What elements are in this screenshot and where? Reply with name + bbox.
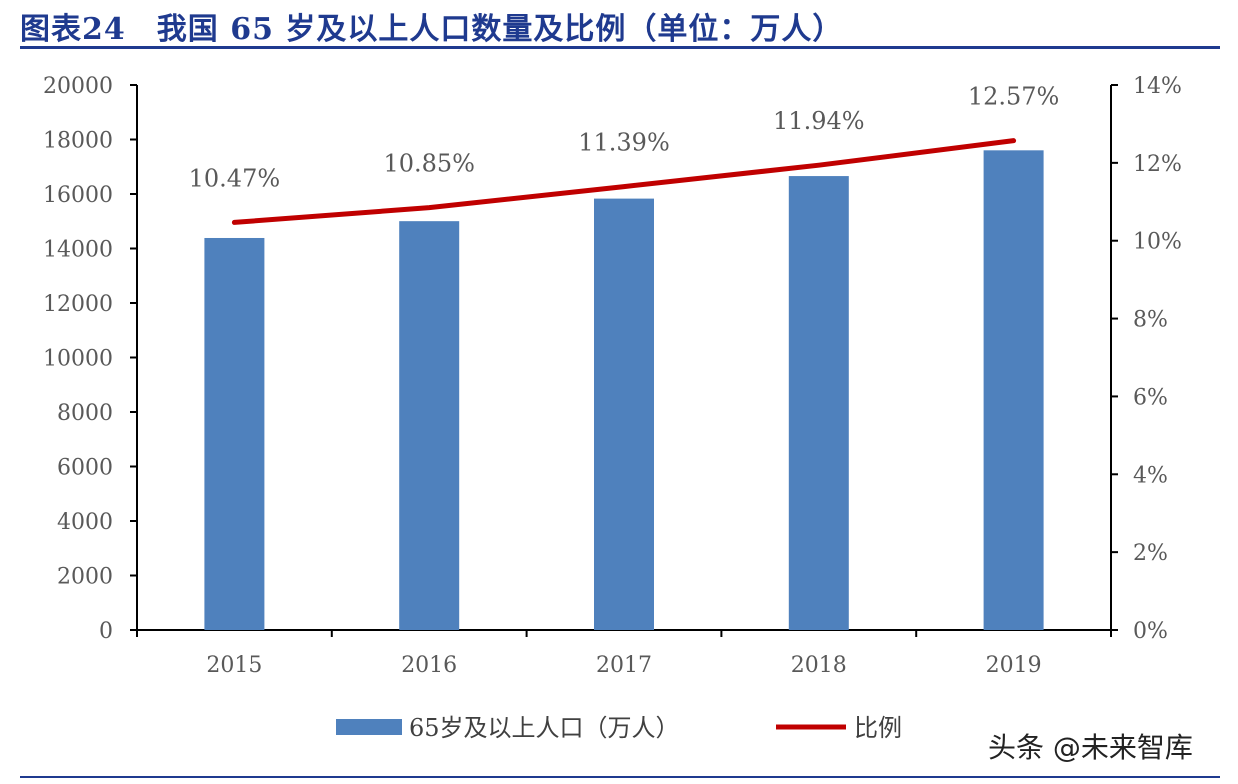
data-label-2018: 11.94% — [773, 107, 865, 135]
y-right-tick-label: 14% — [1133, 74, 1182, 99]
y-left-tick-label: 14000 — [43, 238, 113, 263]
y-right-tick-label: 2% — [1133, 541, 1168, 566]
bottom-divider — [20, 776, 1220, 778]
legend-label-bar: 65岁及以上人口（万人） — [409, 714, 680, 742]
x-tick-label: 2016 — [401, 653, 457, 678]
data-label-2015: 10.47% — [189, 164, 281, 192]
data-labels: 10.47% 10.85% 11.39% 11.94% 12.57% — [189, 83, 1060, 193]
x-tick-label: 2018 — [791, 653, 847, 678]
data-label-2016: 10.85% — [383, 150, 475, 178]
data-label-2019: 12.57% — [968, 83, 1060, 111]
bars — [204, 150, 1044, 631]
y-left-tick-label: 16000 — [43, 183, 113, 208]
legend-swatch-bar — [336, 719, 402, 735]
x-tick-label: 2017 — [596, 653, 652, 678]
y-left-tick-label: 8000 — [57, 401, 113, 426]
data-label-2017: 11.39% — [578, 129, 670, 157]
bar-2016 — [399, 221, 460, 630]
y-left-tick-label: 2000 — [57, 565, 113, 590]
y-right-tick-label: 4% — [1133, 463, 1168, 488]
bar-2017 — [594, 198, 654, 630]
axes: 0 2000 4000 6000 8000 10000 12000 14000 16000 180… — [43, 74, 1182, 678]
ratio-line-path — [231, 138, 1017, 225]
y-right-tick-label: 12% — [1133, 152, 1182, 177]
title-bar: 图表24 我国 65 岁及以上人口数量及比例（单位：万人） — [0, 0, 1238, 49]
x-tick-label: 2019 — [986, 653, 1042, 678]
y-right-tick-label: 6% — [1133, 385, 1168, 410]
y-left-tick-label: 6000 — [57, 456, 113, 481]
y-left-tick-label: 10000 — [43, 347, 113, 372]
watermark: 头条 @未来智库 — [988, 731, 1193, 764]
bar-2019 — [983, 150, 1044, 631]
y-right-tick-label: 0% — [1133, 619, 1168, 644]
y-left-tick-label: 12000 — [43, 292, 113, 317]
y-right-tick-label: 10% — [1133, 230, 1182, 255]
bar-2015 — [204, 237, 265, 630]
y-left-tick-label: 0 — [99, 619, 113, 644]
y-left-tick-label: 18000 — [43, 129, 113, 154]
y-left-tick-label: 4000 — [57, 510, 113, 535]
bar-2018 — [788, 176, 849, 630]
y-left-tick-label: 20000 — [43, 74, 113, 99]
legend: 65岁及以上人口（万人） 比例 — [336, 714, 902, 742]
title-divider — [20, 46, 1220, 49]
x-tick-label: 2015 — [206, 653, 262, 678]
legend-label-line: 比例 — [854, 714, 902, 742]
y-right-tick-label: 8% — [1133, 308, 1168, 333]
ratio-line — [231, 138, 1017, 225]
page-title: 图表24 我国 65 岁及以上人口数量及比例（单位：万人） — [20, 12, 844, 47]
